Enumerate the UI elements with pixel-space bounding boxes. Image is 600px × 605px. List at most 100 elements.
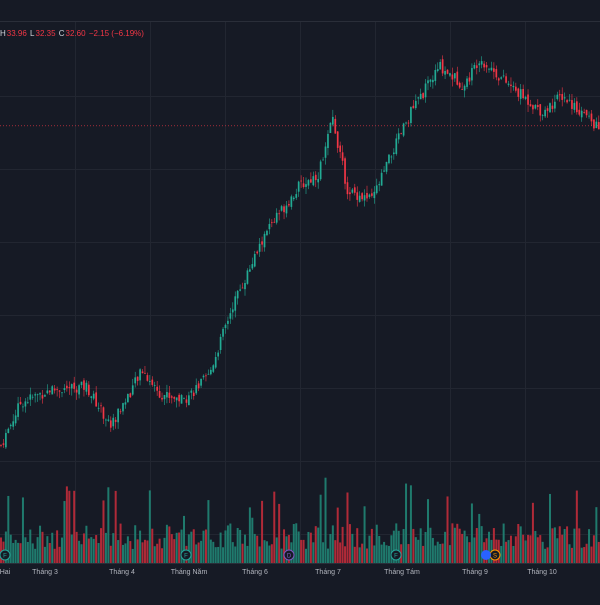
candle-body xyxy=(292,197,295,200)
volume-bar xyxy=(56,530,59,563)
candle-body xyxy=(436,69,439,72)
candle-body xyxy=(539,104,542,116)
volume-bar xyxy=(529,535,532,563)
volume-bar xyxy=(456,523,459,563)
volume-bar xyxy=(202,530,205,563)
volume-bar xyxy=(285,536,288,563)
candle-body xyxy=(366,192,368,199)
candle-body xyxy=(270,222,273,224)
candle-body xyxy=(261,241,263,245)
candle-body xyxy=(302,183,305,188)
candle-body xyxy=(61,392,63,394)
volume-bar xyxy=(575,490,578,563)
candle-body xyxy=(505,76,507,83)
volume-bar xyxy=(519,526,522,563)
legend-change: −2.15 (−6.19%) xyxy=(88,29,144,38)
event-marker[interactable] xyxy=(283,549,295,561)
volume-bar xyxy=(92,538,95,563)
candle-body xyxy=(92,393,95,399)
volume-bar xyxy=(4,531,7,563)
volume-bar xyxy=(422,545,425,563)
volume-bar xyxy=(183,515,185,563)
volume-bar xyxy=(58,546,61,563)
candle-body xyxy=(29,394,32,400)
volume-bar xyxy=(544,548,547,563)
candle-body xyxy=(329,122,332,134)
candle-body xyxy=(529,104,532,107)
volume-bar xyxy=(405,483,408,563)
volume-bar xyxy=(17,542,20,563)
volume-bar xyxy=(505,541,508,563)
volume-bar xyxy=(595,507,598,563)
volume-bar xyxy=(14,539,17,563)
candle-body xyxy=(239,289,241,291)
volume-bar xyxy=(373,545,376,563)
candle-body xyxy=(573,102,576,110)
time-axis-label: Tháng 7 xyxy=(315,569,341,576)
candle-body xyxy=(554,101,556,109)
time-axis-label: Tháng Tám xyxy=(384,569,420,576)
candle-body xyxy=(241,287,244,289)
volume-bar xyxy=(80,544,83,563)
volume-bar xyxy=(536,537,539,563)
candle-body xyxy=(451,74,454,80)
candle-body xyxy=(112,417,115,427)
volume-bar xyxy=(146,540,149,563)
time-axis-labels: Hai Tháng 3 Tháng 4 Tháng Năm Tháng 6 Tháng 7… xyxy=(0,569,557,576)
volume-bar xyxy=(514,536,517,563)
event-marker-label: F xyxy=(3,554,7,560)
candle-body xyxy=(2,443,5,445)
volume-bar xyxy=(280,548,283,563)
legend-high-value: 33.96 xyxy=(6,29,27,38)
volume-bar xyxy=(9,534,12,563)
candle-body xyxy=(205,375,207,377)
volume-bar xyxy=(275,537,278,563)
candle-body xyxy=(334,118,337,134)
candle-body xyxy=(188,395,190,406)
event-marker[interactable] xyxy=(390,549,402,561)
candle-body xyxy=(246,270,249,284)
volume-bar xyxy=(214,547,217,563)
volume-bar xyxy=(383,541,386,563)
volume-bar xyxy=(473,537,476,563)
volume-bar xyxy=(143,539,146,563)
candle-body xyxy=(236,290,239,299)
candle-body xyxy=(466,78,468,87)
candle-body xyxy=(244,283,246,290)
candle-body xyxy=(273,221,276,223)
candle-body xyxy=(497,78,500,81)
event-marker[interactable] xyxy=(0,549,11,561)
volume-bar xyxy=(114,490,117,563)
legend-close-value: 32.60 xyxy=(65,29,86,38)
candle-body xyxy=(558,94,561,96)
candle-body xyxy=(148,381,151,382)
candle-body xyxy=(68,387,71,389)
candle-body xyxy=(58,390,61,392)
volume-bar xyxy=(588,529,591,563)
event-marker-label: F xyxy=(184,554,188,560)
time-axis-label: Tháng 3 xyxy=(32,569,58,576)
event-marker[interactable] xyxy=(180,549,192,561)
candle-body xyxy=(590,113,593,122)
volume-bar xyxy=(95,535,98,563)
candle-body xyxy=(139,369,141,381)
volume-bars xyxy=(0,477,600,563)
candle-body xyxy=(85,382,88,392)
candle-body xyxy=(351,189,354,193)
event-marker-extra[interactable] xyxy=(481,550,491,560)
volume-bar xyxy=(251,517,254,563)
volume-bar xyxy=(324,477,327,563)
candle-body xyxy=(122,403,124,412)
candle-body xyxy=(217,352,220,357)
volume-bar xyxy=(263,540,266,563)
volume-bar xyxy=(344,546,347,563)
volume-bar xyxy=(361,543,364,563)
candle-body xyxy=(214,356,217,368)
candle-body xyxy=(371,193,373,196)
volume-bar xyxy=(475,528,478,563)
candle-body xyxy=(405,122,407,124)
candle-body xyxy=(556,94,559,100)
